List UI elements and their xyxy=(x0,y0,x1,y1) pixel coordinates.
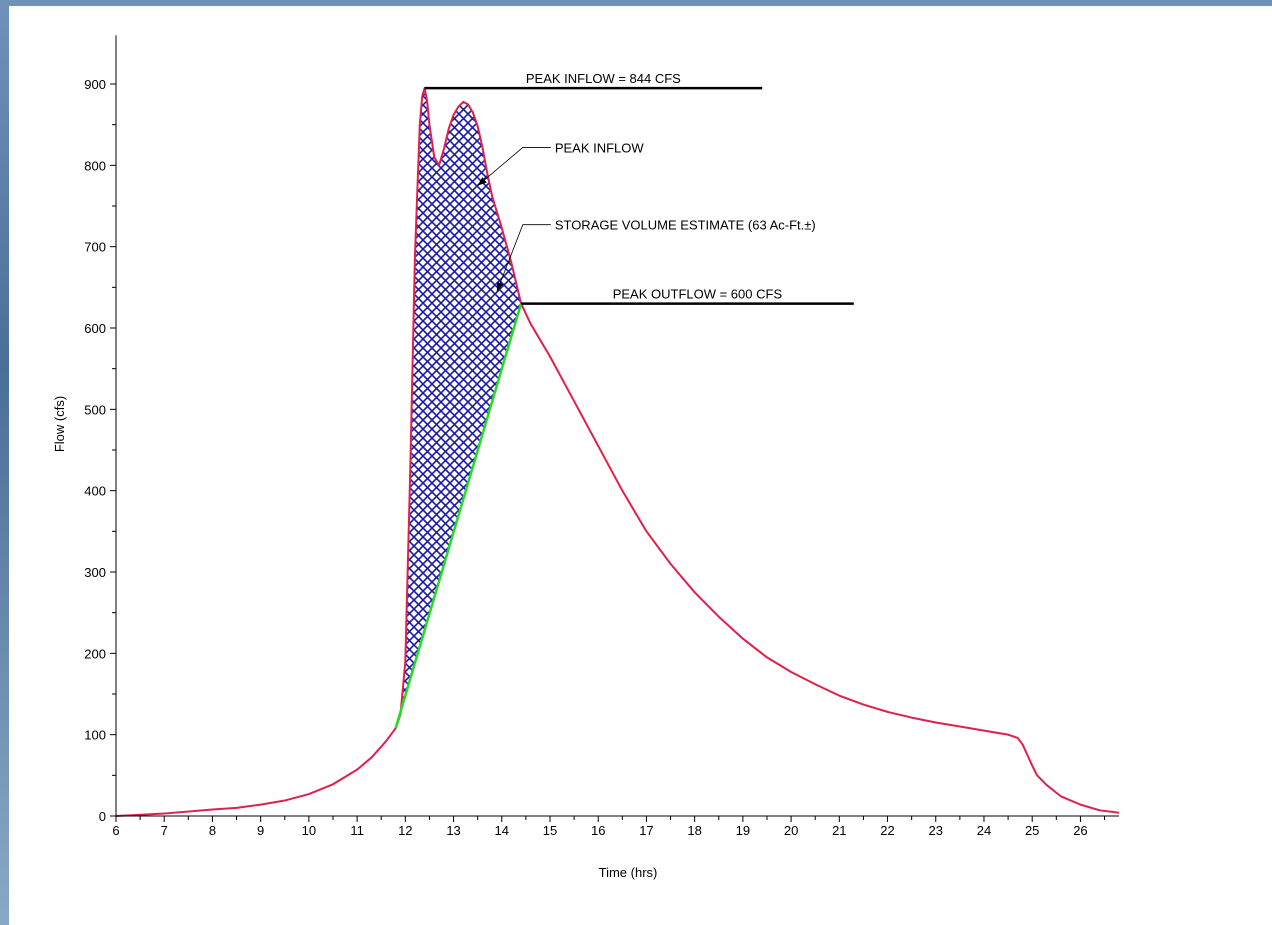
y-tick-label: 200 xyxy=(84,646,106,661)
x-tick-label: 17 xyxy=(639,823,653,838)
x-tick-label: 6 xyxy=(112,823,119,838)
x-tick-label: 15 xyxy=(543,823,557,838)
y-tick-label: 300 xyxy=(84,565,106,580)
y-tick-label: 800 xyxy=(84,158,106,173)
series-layer xyxy=(115,87,1120,817)
storage-volume-arrowhead xyxy=(496,281,504,292)
storage-volume-annotation: STORAGE VOLUME ESTIMATE (63 Ac-Ft.±) xyxy=(555,218,816,233)
x-tick-label: 18 xyxy=(687,823,701,838)
x-tick-label: 16 xyxy=(591,823,605,838)
peak-inflow-label: PEAK INFLOW = 844 CFS xyxy=(526,71,681,86)
axes: 0 100 200 300 400 500 600 700 800 900 6 7 8 9 10 11 12 13… xyxy=(84,35,1119,838)
y-tick-label: 600 xyxy=(84,321,106,336)
inflow-hydrograph-line xyxy=(115,87,1120,817)
outflow-hydrograph-line xyxy=(394,303,523,729)
reference-lines: PEAK INFLOW = 844 CFS PEAK OUTFLOW = 600 … xyxy=(424,71,854,305)
x-axis-label: Time (hrs) xyxy=(599,865,658,880)
x-tick-label: 8 xyxy=(209,823,216,838)
x-tick-label: 25 xyxy=(1025,823,1039,838)
peak-inflow-annotation: PEAK INFLOW xyxy=(555,140,645,155)
x-tick-label: 14 xyxy=(495,823,509,838)
x-tick-label: 22 xyxy=(880,823,894,838)
y-tick-label: 100 xyxy=(84,728,106,743)
storage-volume-leader xyxy=(496,224,551,292)
x-tick-label: 12 xyxy=(398,823,412,838)
storage-volume-area xyxy=(395,88,522,729)
y-tick-label: 900 xyxy=(84,77,106,92)
peak-inflow-leader xyxy=(477,147,551,186)
peak-inflow-arrowhead xyxy=(477,177,487,186)
x-tick-label: 10 xyxy=(302,823,316,838)
y-tick-label: 500 xyxy=(84,402,106,417)
y-tick-label: 700 xyxy=(84,240,106,255)
x-tick-label: 11 xyxy=(350,823,364,838)
x-tick-label: 26 xyxy=(1073,823,1087,838)
x-tick-label: 20 xyxy=(784,823,798,838)
y-axis-label: Flow (cfs) xyxy=(52,396,67,452)
y-tick-label: 400 xyxy=(84,484,106,499)
hydrograph-chart: 0 100 200 300 400 500 600 700 800 900 6 7 8 9 10 11 12 13… xyxy=(52,35,1120,880)
x-tick-label: 19 xyxy=(736,823,750,838)
storage-volume-hatch xyxy=(395,88,522,729)
y-tick-label: 0 xyxy=(99,809,106,824)
peak-outflow-label: PEAK OUTFLOW = 600 CFS xyxy=(613,287,783,302)
x-tick-label: 21 xyxy=(832,823,846,838)
x-tick-label: 13 xyxy=(446,823,460,838)
x-tick-label: 23 xyxy=(929,823,943,838)
annotations: PEAK INFLOW STORAGE VOLUME ESTIMATE (63 A… xyxy=(477,140,816,292)
x-tick-label: 9 xyxy=(257,823,264,838)
x-tick-label: 24 xyxy=(977,823,991,838)
chart-frame: 0 100 200 300 400 500 600 700 800 900 6 7 8 9 10 11 12 13… xyxy=(9,6,1272,925)
x-tick-label: 7 xyxy=(161,823,168,838)
